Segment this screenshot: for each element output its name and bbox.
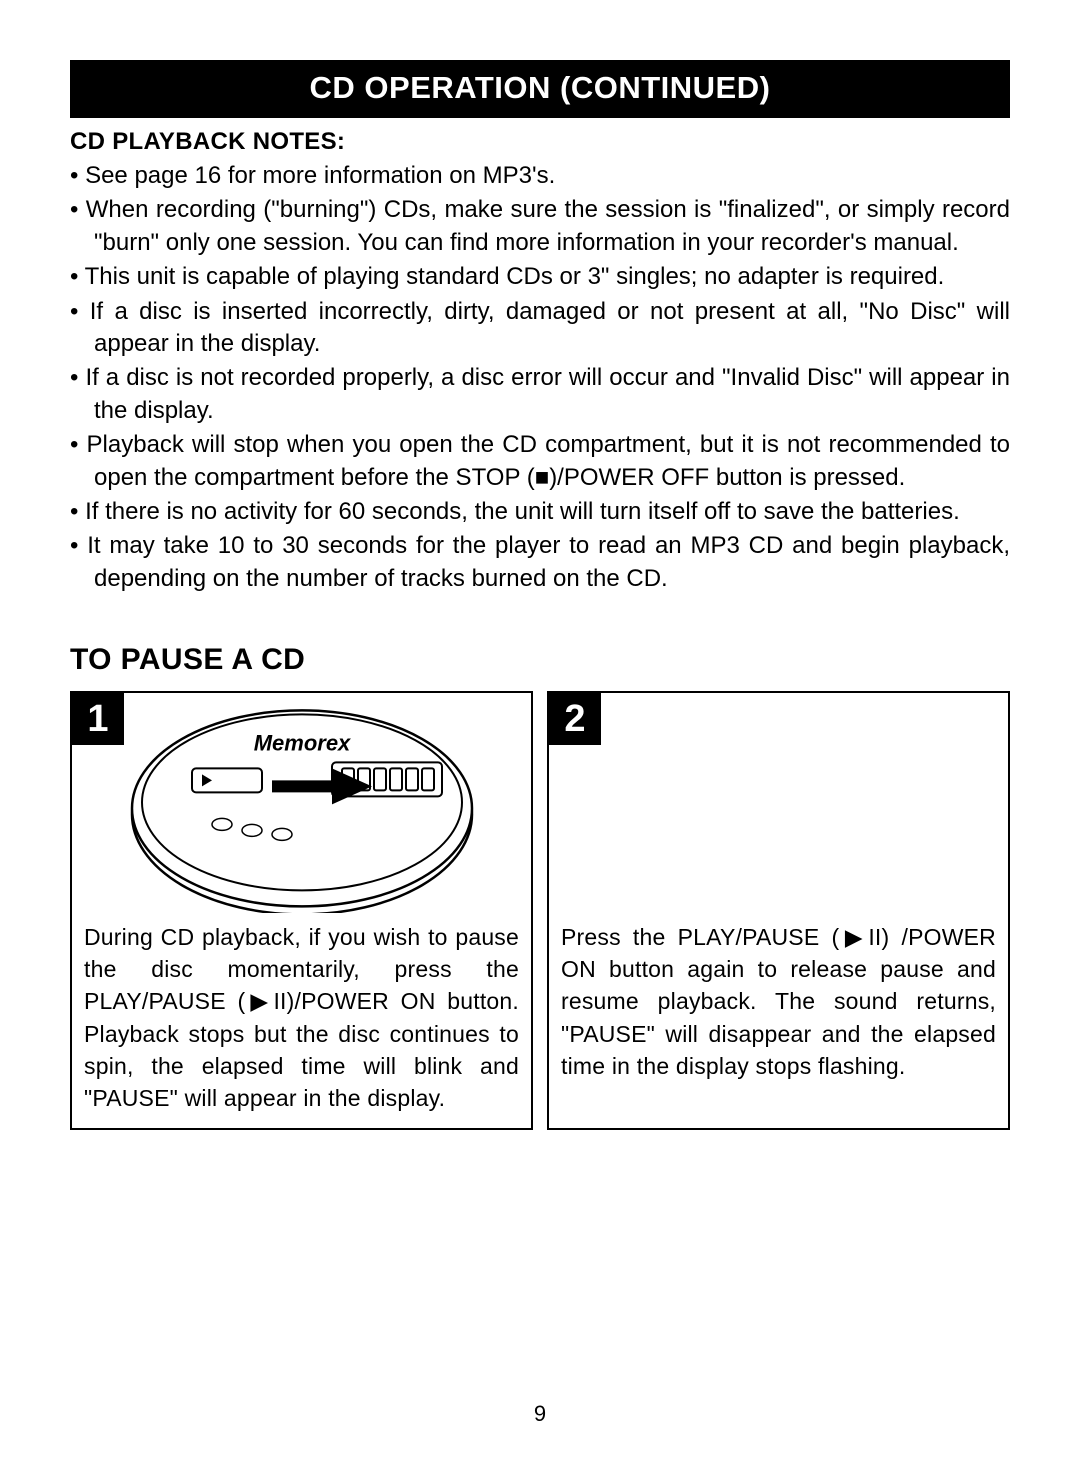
step-illustration-1: 1 Memorex bbox=[72, 693, 531, 913]
step-box-2: 2 Press the PLAY/PAUSE (▶II) /POWER ON b… bbox=[547, 691, 1010, 1130]
step-box-1: 1 Memorex bbox=[70, 691, 533, 1130]
notes-list: See page 16 for more information on MP3'… bbox=[70, 160, 1010, 595]
list-item: See page 16 for more information on MP3'… bbox=[70, 160, 1010, 192]
steps-row: 1 Memorex bbox=[70, 691, 1010, 1130]
list-item: If there is no activity for 60 seconds, … bbox=[70, 496, 1010, 528]
list-item: If a disc is inserted incorrectly, dirty… bbox=[70, 296, 1010, 361]
list-item: This unit is capable of playing standard… bbox=[70, 261, 1010, 293]
notes-heading: CD PLAYBACK NOTES: bbox=[70, 128, 1010, 156]
step-text-1: During CD playback, if you wish to pause… bbox=[72, 913, 531, 1128]
page-number: 9 bbox=[0, 1401, 1080, 1427]
cd-player-icon: Memorex bbox=[122, 706, 482, 913]
step-illustration-2: 2 bbox=[549, 693, 1008, 913]
step-number-badge: 1 bbox=[72, 693, 124, 745]
list-item: If a disc is not recorded properly, a di… bbox=[70, 362, 1010, 427]
list-item: It may take 10 to 30 seconds for the pla… bbox=[70, 530, 1010, 595]
list-item: When recording ("burning") CDs, make sur… bbox=[70, 194, 1010, 259]
cd-brand-label: Memorex bbox=[253, 730, 350, 755]
step-text-2: Press the PLAY/PAUSE (▶II) /POWER ON but… bbox=[549, 913, 1008, 1096]
list-item: Playback will stop when you open the CD … bbox=[70, 429, 1010, 494]
pause-section-heading: TO PAUSE A CD bbox=[70, 643, 1010, 677]
step-number-badge: 2 bbox=[549, 693, 601, 745]
page-title-bar: CD OPERATION (CONTINUED) bbox=[70, 60, 1010, 118]
